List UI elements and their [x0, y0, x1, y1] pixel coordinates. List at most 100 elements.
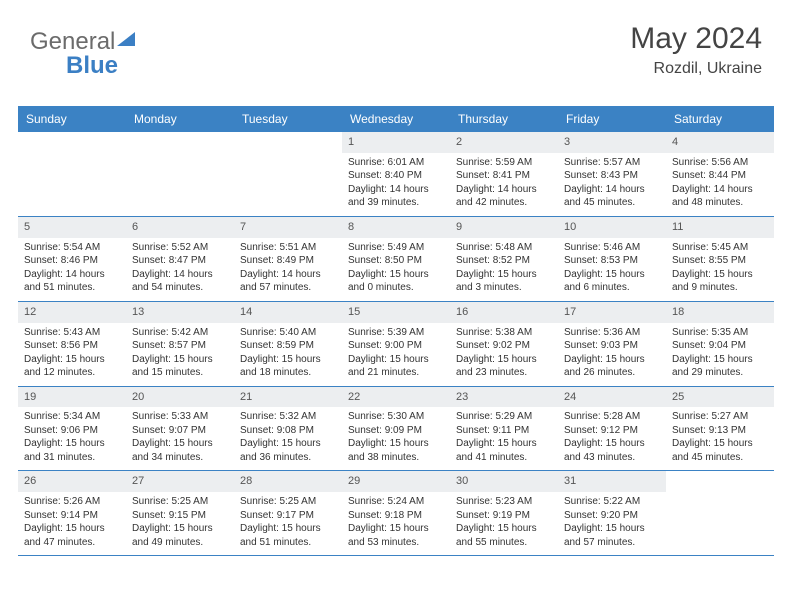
day-daylight1: Daylight: 15 hours: [672, 437, 768, 451]
calendar-cell: 12Sunrise: 5:43 AMSunset: 8:56 PMDayligh…: [18, 302, 126, 386]
day-number: 8: [342, 217, 450, 238]
day-sunset: Sunset: 9:00 PM: [348, 339, 444, 353]
day-number: 2: [450, 132, 558, 153]
day-sunset: Sunset: 8:52 PM: [456, 254, 552, 268]
day-daylight2: and 49 minutes.: [132, 536, 228, 550]
day-daylight1: Daylight: 15 hours: [24, 353, 120, 367]
day-number: 23: [450, 387, 558, 408]
day-sunrise: Sunrise: 5:26 AM: [24, 495, 120, 509]
day-sunset: Sunset: 8:57 PM: [132, 339, 228, 353]
logo-triangle-icon: [117, 32, 135, 46]
day-sunrise: Sunrise: 6:01 AM: [348, 156, 444, 170]
day-sunrise: Sunrise: 5:40 AM: [240, 326, 336, 340]
day-sunset: Sunset: 8:43 PM: [564, 169, 660, 183]
day-sunrise: Sunrise: 5:56 AM: [672, 156, 768, 170]
calendar-cell: 1Sunrise: 6:01 AMSunset: 8:40 PMDaylight…: [342, 132, 450, 216]
day-sunset: Sunset: 9:02 PM: [456, 339, 552, 353]
day-daylight1: Daylight: 14 hours: [348, 183, 444, 197]
day-number: 24: [558, 387, 666, 408]
day-sunset: Sunset: 9:17 PM: [240, 509, 336, 523]
calendar-cell: 2Sunrise: 5:59 AMSunset: 8:41 PMDaylight…: [450, 132, 558, 216]
day-daylight2: and 34 minutes.: [132, 451, 228, 465]
calendar: Sunday Monday Tuesday Wednesday Thursday…: [18, 106, 774, 556]
day-sunset: Sunset: 9:09 PM: [348, 424, 444, 438]
day-body: Sunrise: 5:52 AMSunset: 8:47 PMDaylight:…: [126, 238, 234, 301]
calendar-cell: [666, 471, 774, 555]
day-sunset: Sunset: 8:49 PM: [240, 254, 336, 268]
day-sunrise: Sunrise: 5:46 AM: [564, 241, 660, 255]
dayname-sun: Sunday: [18, 106, 126, 132]
day-sunrise: Sunrise: 5:30 AM: [348, 410, 444, 424]
day-sunset: Sunset: 8:47 PM: [132, 254, 228, 268]
calendar-cell: 27Sunrise: 5:25 AMSunset: 9:15 PMDayligh…: [126, 471, 234, 555]
day-body: Sunrise: 5:46 AMSunset: 8:53 PMDaylight:…: [558, 238, 666, 301]
calendar-cell: 18Sunrise: 5:35 AMSunset: 9:04 PMDayligh…: [666, 302, 774, 386]
dayname-thu: Thursday: [450, 106, 558, 132]
day-daylight1: Daylight: 14 hours: [564, 183, 660, 197]
day-number: 19: [18, 387, 126, 408]
calendar-week: 19Sunrise: 5:34 AMSunset: 9:06 PMDayligh…: [18, 387, 774, 472]
day-body: Sunrise: 5:51 AMSunset: 8:49 PMDaylight:…: [234, 238, 342, 301]
day-sunset: Sunset: 9:15 PM: [132, 509, 228, 523]
day-number: 30: [450, 471, 558, 492]
calendar-cell: [18, 132, 126, 216]
day-daylight2: and 12 minutes.: [24, 366, 120, 380]
day-sunrise: Sunrise: 5:25 AM: [132, 495, 228, 509]
calendar-cell: 22Sunrise: 5:30 AMSunset: 9:09 PMDayligh…: [342, 387, 450, 471]
calendar-cell: 21Sunrise: 5:32 AMSunset: 9:08 PMDayligh…: [234, 387, 342, 471]
day-body: Sunrise: 5:23 AMSunset: 9:19 PMDaylight:…: [450, 492, 558, 555]
day-daylight1: Daylight: 14 hours: [672, 183, 768, 197]
day-daylight1: Daylight: 15 hours: [348, 437, 444, 451]
day-daylight2: and 45 minutes.: [672, 451, 768, 465]
day-sunrise: Sunrise: 5:54 AM: [24, 241, 120, 255]
day-body: Sunrise: 5:40 AMSunset: 8:59 PMDaylight:…: [234, 323, 342, 386]
day-daylight2: and 3 minutes.: [456, 281, 552, 295]
calendar-cell: 16Sunrise: 5:38 AMSunset: 9:02 PMDayligh…: [450, 302, 558, 386]
day-daylight2: and 45 minutes.: [564, 196, 660, 210]
day-daylight1: Daylight: 15 hours: [24, 437, 120, 451]
day-daylight2: and 54 minutes.: [132, 281, 228, 295]
day-body: Sunrise: 5:29 AMSunset: 9:11 PMDaylight:…: [450, 407, 558, 470]
day-body: Sunrise: 5:32 AMSunset: 9:08 PMDaylight:…: [234, 407, 342, 470]
calendar-cell: 11Sunrise: 5:45 AMSunset: 8:55 PMDayligh…: [666, 217, 774, 301]
day-sunrise: Sunrise: 5:49 AM: [348, 241, 444, 255]
day-daylight2: and 39 minutes.: [348, 196, 444, 210]
calendar-cell: [234, 132, 342, 216]
day-daylight1: Daylight: 15 hours: [132, 353, 228, 367]
day-sunrise: Sunrise: 5:22 AM: [564, 495, 660, 509]
day-daylight2: and 23 minutes.: [456, 366, 552, 380]
day-sunset: Sunset: 9:03 PM: [564, 339, 660, 353]
day-daylight1: Daylight: 15 hours: [456, 268, 552, 282]
calendar-week: 26Sunrise: 5:26 AMSunset: 9:14 PMDayligh…: [18, 471, 774, 556]
calendar-cell: 31Sunrise: 5:22 AMSunset: 9:20 PMDayligh…: [558, 471, 666, 555]
day-daylight2: and 0 minutes.: [348, 281, 444, 295]
day-daylight1: Daylight: 15 hours: [24, 522, 120, 536]
calendar-cell: 6Sunrise: 5:52 AMSunset: 8:47 PMDaylight…: [126, 217, 234, 301]
day-daylight2: and 9 minutes.: [672, 281, 768, 295]
day-number: 17: [558, 302, 666, 323]
logo-text-2: Blue: [66, 52, 118, 80]
day-number: 9: [450, 217, 558, 238]
day-number: 28: [234, 471, 342, 492]
day-sunrise: Sunrise: 5:28 AM: [564, 410, 660, 424]
calendar-cell: 5Sunrise: 5:54 AMSunset: 8:46 PMDaylight…: [18, 217, 126, 301]
day-sunset: Sunset: 9:13 PM: [672, 424, 768, 438]
day-number: 26: [18, 471, 126, 492]
calendar-cell: 24Sunrise: 5:28 AMSunset: 9:12 PMDayligh…: [558, 387, 666, 471]
day-sunrise: Sunrise: 5:59 AM: [456, 156, 552, 170]
day-daylight1: Daylight: 15 hours: [564, 353, 660, 367]
day-daylight2: and 26 minutes.: [564, 366, 660, 380]
calendar-cell: 20Sunrise: 5:33 AMSunset: 9:07 PMDayligh…: [126, 387, 234, 471]
calendar-cell: 10Sunrise: 5:46 AMSunset: 8:53 PMDayligh…: [558, 217, 666, 301]
day-sunrise: Sunrise: 5:32 AM: [240, 410, 336, 424]
day-sunrise: Sunrise: 5:57 AM: [564, 156, 660, 170]
day-body: Sunrise: 5:28 AMSunset: 9:12 PMDaylight:…: [558, 407, 666, 470]
day-body: Sunrise: 5:36 AMSunset: 9:03 PMDaylight:…: [558, 323, 666, 386]
day-sunset: Sunset: 8:41 PM: [456, 169, 552, 183]
day-daylight1: Daylight: 15 hours: [456, 437, 552, 451]
day-body: Sunrise: 5:48 AMSunset: 8:52 PMDaylight:…: [450, 238, 558, 301]
day-sunrise: Sunrise: 5:33 AM: [132, 410, 228, 424]
day-body: Sunrise: 5:42 AMSunset: 8:57 PMDaylight:…: [126, 323, 234, 386]
day-daylight2: and 53 minutes.: [348, 536, 444, 550]
day-number: 31: [558, 471, 666, 492]
